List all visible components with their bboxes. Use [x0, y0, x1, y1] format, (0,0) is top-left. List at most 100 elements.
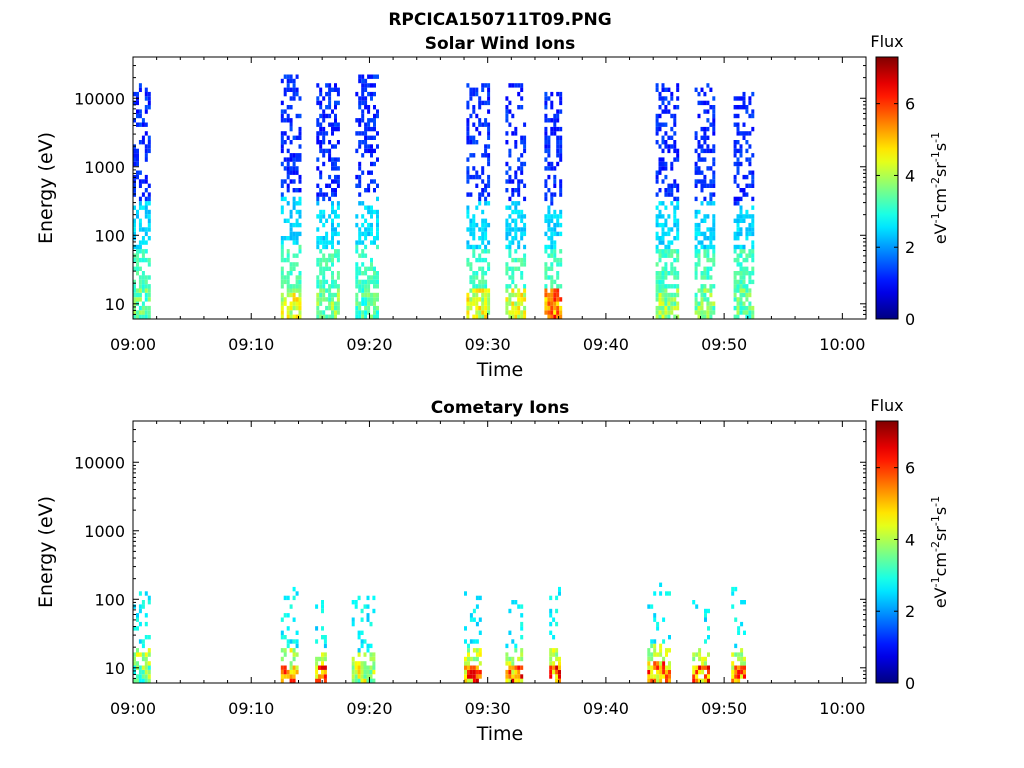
heatmap-cell	[141, 678, 145, 683]
heatmap-cell	[745, 192, 749, 197]
heatmap-cell	[553, 310, 557, 315]
heatmap-cell	[144, 249, 148, 254]
heatmap-cell	[295, 639, 299, 644]
heatmap-cell	[709, 236, 713, 241]
heatmap-cell	[331, 157, 334, 162]
heatmap-cell	[364, 305, 368, 311]
heatmap-cell	[734, 586, 738, 592]
heatmap-cell	[712, 236, 716, 241]
heatmap-cell	[704, 661, 707, 666]
heatmap-cell	[658, 122, 662, 127]
heatmap-cell	[523, 288, 527, 293]
heatmap-cell	[469, 305, 473, 311]
heatmap-cell	[369, 656, 373, 662]
heatmap-cell	[662, 669, 666, 675]
heatmap-cell	[547, 144, 551, 149]
heatmap-cell	[694, 310, 698, 315]
heatmap-cell	[366, 595, 370, 601]
heatmap-cell	[739, 231, 743, 237]
heatmap-cell	[147, 669, 151, 675]
heatmap-cell	[319, 266, 323, 271]
heatmap-cell	[370, 227, 373, 232]
heatmap-cell	[552, 661, 556, 666]
heatmap-cell	[376, 284, 379, 289]
heatmap-cell	[670, 183, 674, 188]
heatmap-cell	[144, 179, 148, 184]
heatmap-cell	[487, 262, 491, 267]
heatmap-cell	[517, 227, 521, 232]
heatmap-cell	[544, 266, 548, 271]
heatmap-cell	[653, 617, 657, 622]
heatmap-cell	[289, 122, 293, 127]
heatmap-cell	[138, 652, 142, 657]
heatmap-cell	[544, 284, 548, 289]
heatmap-cell	[147, 218, 151, 223]
heatmap-cell	[670, 249, 674, 254]
heatmap-cell	[520, 613, 524, 618]
heatmap-cell	[136, 271, 139, 276]
heatmap-cell	[478, 617, 482, 622]
heatmap-cell	[508, 83, 512, 88]
heatmap-cell	[697, 231, 701, 237]
heatmap-cell	[511, 188, 515, 193]
heatmap-cell	[703, 249, 707, 254]
heatmap-cell	[466, 118, 470, 123]
x-tick-label: 09:10	[228, 335, 274, 354]
heatmap-cell	[664, 266, 668, 271]
heatmap-cell	[707, 635, 710, 640]
heatmap-cell	[742, 135, 746, 140]
heatmap-cell	[508, 314, 512, 319]
colorbar-tick-label: 2	[905, 238, 915, 257]
heatmap-cell	[655, 262, 659, 267]
heatmap-cell	[745, 109, 749, 114]
heatmap-cell	[147, 648, 151, 653]
heatmap-cell	[289, 314, 293, 319]
heatmap-cell	[745, 227, 749, 232]
heatmap-cell	[656, 665, 660, 670]
heatmap-cell	[700, 284, 704, 289]
heatmap-cell	[700, 179, 704, 184]
heatmap-cell	[475, 91, 479, 97]
heatmap-cell	[147, 105, 151, 110]
heatmap-cell	[133, 157, 136, 162]
heatmap-cell	[280, 266, 284, 271]
heatmap-cell	[706, 109, 710, 114]
heatmap-cell	[517, 244, 521, 250]
heatmap-cell	[550, 192, 554, 197]
heatmap-cell	[694, 222, 698, 228]
heatmap-cell	[328, 100, 332, 106]
heatmap-cell	[370, 214, 373, 219]
heatmap-cell	[487, 157, 491, 162]
heatmap-cell	[751, 271, 755, 276]
heatmap-cell	[295, 630, 299, 635]
heatmap-cell	[355, 297, 359, 302]
heatmap-cell	[736, 105, 740, 110]
heatmap-cell	[361, 301, 365, 306]
heatmap-cell	[664, 275, 668, 280]
heatmap-cell	[325, 297, 329, 302]
heatmap-cell	[367, 126, 371, 132]
heatmap-cell	[706, 275, 710, 280]
heatmap-cell	[298, 126, 302, 132]
heatmap-cell	[707, 626, 710, 631]
heatmap-cell	[487, 305, 491, 311]
plot-frame	[132, 420, 867, 684]
heatmap-cell	[331, 284, 334, 289]
heatmap-cell	[550, 126, 554, 132]
heatmap-cell	[280, 656, 284, 662]
heatmap-cell	[283, 652, 287, 657]
heatmap-cell	[556, 314, 560, 319]
heatmap-cell	[664, 222, 668, 228]
heatmap-cell	[487, 310, 491, 315]
heatmap-cell	[321, 600, 324, 605]
heatmap-cell	[133, 305, 136, 311]
heatmap-cell	[505, 218, 509, 223]
heatmap-cell	[136, 297, 139, 302]
heatmap-cell	[520, 166, 524, 171]
heatmap-cell	[667, 301, 671, 306]
heatmap-cell	[283, 236, 287, 241]
heatmap-cell	[289, 284, 293, 289]
heatmap-cell	[676, 105, 680, 110]
heatmap-cell	[664, 96, 668, 101]
heatmap-cell	[334, 227, 337, 232]
